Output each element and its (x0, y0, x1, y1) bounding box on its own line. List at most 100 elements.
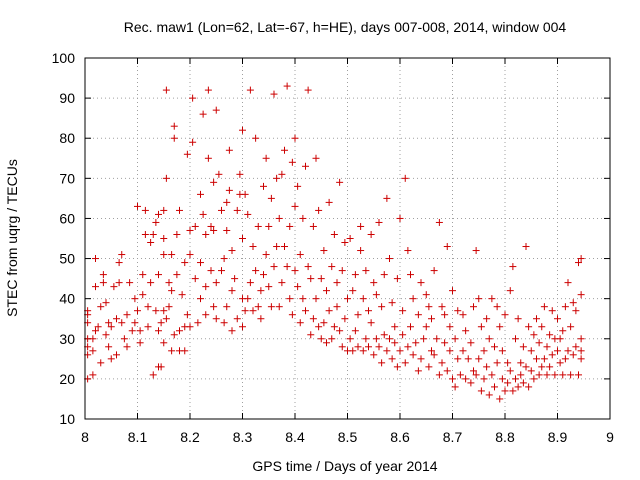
y-tick-label: 10 (59, 411, 75, 427)
data-point-marker (422, 323, 430, 331)
data-point-marker (346, 235, 354, 242)
data-point-marker (147, 239, 155, 247)
data-point-marker (207, 267, 215, 275)
data-point-marker (183, 150, 191, 158)
data-point-marker (538, 323, 546, 331)
data-point-marker (170, 331, 178, 339)
y-tick-label: 20 (59, 371, 75, 387)
data-point-marker (438, 303, 446, 311)
data-point-marker (176, 327, 183, 335)
data-point-marker (220, 319, 228, 327)
data-point-marker (459, 347, 467, 355)
data-point-marker (522, 243, 530, 251)
data-point-marker (304, 263, 312, 271)
data-point-marker (168, 251, 176, 259)
data-point-marker (210, 226, 218, 234)
data-point-marker (401, 174, 409, 182)
data-point-marker (346, 335, 354, 343)
data-point-marker (260, 271, 267, 279)
data-point-marker (199, 210, 207, 218)
data-point-marker (501, 311, 509, 319)
data-point-marker (102, 331, 110, 339)
data-point-marker (307, 331, 315, 339)
data-point-marker (223, 198, 231, 206)
data-point-marker (136, 327, 144, 335)
data-point-marker (485, 391, 493, 399)
data-point-marker (483, 315, 491, 323)
data-point-marker (244, 295, 252, 303)
data-point-marker (113, 351, 120, 359)
data-point-marker (543, 371, 551, 379)
data-point-marker (141, 206, 149, 214)
data-point-marker (522, 363, 530, 371)
data-point-marker (577, 347, 585, 355)
data-point-marker (288, 311, 296, 319)
data-point-marker (270, 90, 278, 98)
data-point-marker (152, 307, 160, 315)
data-point-marker (333, 303, 341, 311)
data-point-marker (275, 303, 283, 311)
data-point-marker (569, 351, 577, 359)
data-point-marker (525, 323, 533, 331)
data-point-marker (186, 323, 194, 331)
data-point-marker (341, 239, 349, 247)
x-tick-label: 9 (606, 429, 614, 445)
data-point-marker (564, 347, 572, 355)
data-point-marker (370, 279, 378, 287)
data-point-marker (97, 303, 105, 311)
data-point-marker (223, 303, 231, 311)
data-point-marker (477, 323, 485, 331)
data-point-marker (414, 311, 422, 319)
x-tick-label: 8.6 (390, 429, 410, 445)
data-point-marker (506, 287, 514, 295)
data-point-marker (115, 259, 123, 267)
data-point-marker (267, 303, 275, 311)
data-point-marker (288, 158, 296, 166)
data-point-marker (530, 331, 538, 339)
data-point-marker (407, 271, 414, 279)
data-point-marker (365, 307, 372, 315)
x-axis-label: GPS time / Days of year 2014 (252, 458, 437, 474)
data-point-marker (556, 359, 564, 367)
data-point-marker (328, 335, 336, 343)
data-point-marker (449, 287, 456, 295)
data-point-marker (417, 355, 425, 363)
data-point-marker (467, 339, 475, 347)
data-point-marker (393, 275, 401, 283)
data-point-marker (509, 263, 517, 271)
x-tick-label: 8.7 (443, 429, 463, 445)
data-point-marker (218, 206, 225, 214)
data-point-marker (281, 243, 288, 251)
data-point-marker (252, 134, 260, 142)
data-point-marker (134, 307, 141, 315)
data-point-marker (338, 267, 346, 275)
data-point-marker (278, 170, 286, 178)
data-point-marker (218, 267, 225, 275)
data-point-marker (254, 222, 262, 230)
data-point-marker (320, 247, 328, 255)
data-point-marker (92, 255, 99, 263)
data-point-marker (189, 94, 197, 102)
data-point-marker (559, 327, 567, 335)
data-point-marker (173, 271, 181, 279)
data-point-marker (530, 375, 538, 383)
data-point-marker (126, 279, 134, 287)
data-point-marker (475, 355, 483, 363)
data-point-marker (341, 315, 349, 323)
data-point-marker (191, 275, 199, 283)
data-point-marker (134, 202, 141, 210)
data-point-marker (160, 251, 168, 259)
data-point-marker (449, 375, 456, 383)
data-point-marker (270, 263, 278, 271)
data-point-marker (118, 319, 126, 327)
data-point-marker (378, 359, 386, 367)
data-point-marker (309, 315, 317, 323)
data-point-marker (438, 359, 446, 367)
data-point-marker (533, 355, 540, 363)
data-point-marker (144, 303, 152, 311)
data-point-marker (401, 359, 409, 367)
data-point-marker (94, 323, 102, 331)
y-tick-label: 70 (59, 170, 75, 186)
data-point-marker (344, 295, 351, 303)
